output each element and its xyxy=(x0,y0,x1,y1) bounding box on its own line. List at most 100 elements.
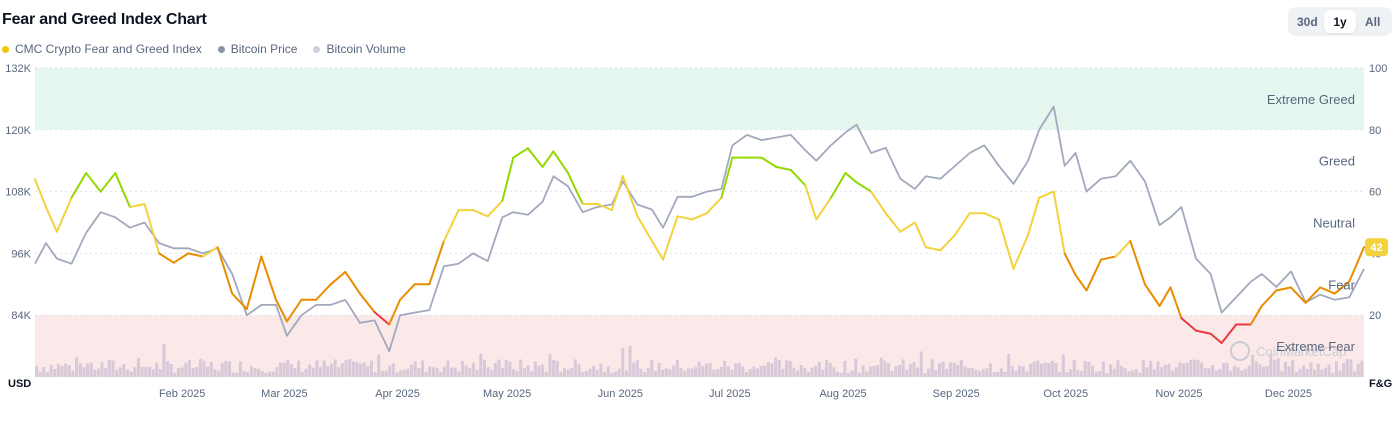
fear-greed-segment[interactable] xyxy=(636,215,654,243)
fear-greed-segment[interactable] xyxy=(567,172,584,205)
fear-greed-segment[interactable] xyxy=(691,212,708,221)
fear-greed-segment[interactable] xyxy=(541,150,555,168)
fear-greed-segment[interactable] xyxy=(231,292,248,311)
fear-greed-segment[interactable] xyxy=(789,168,807,187)
fear-greed-segment[interactable] xyxy=(621,175,639,218)
fear-greed-segment[interactable] xyxy=(442,209,460,243)
fear-greed-segment[interactable] xyxy=(913,221,927,249)
fear-greed-segment[interactable] xyxy=(128,202,146,209)
fear-greed-segment[interactable] xyxy=(829,172,847,199)
fear-greed-segment[interactable] xyxy=(44,206,58,233)
volume-bar xyxy=(570,368,574,377)
fear-greed-segment[interactable] xyxy=(143,202,161,255)
fear-greed-segment[interactable] xyxy=(501,156,515,202)
fear-greed-segment[interactable] xyxy=(1195,329,1212,335)
fear-greed-segment[interactable] xyxy=(486,199,504,218)
fear-greed-segment[interactable] xyxy=(884,212,902,233)
fear-greed-segment[interactable] xyxy=(472,209,489,218)
fear-greed-segment[interactable] xyxy=(1085,258,1103,292)
fear-greed-segment[interactable] xyxy=(1209,332,1223,345)
fear-greed-segment[interactable] xyxy=(1114,240,1132,258)
fear-greed-segment[interactable] xyxy=(274,298,288,323)
fear-greed-segment[interactable] xyxy=(1319,286,1336,295)
volume-bar xyxy=(173,372,177,377)
fear-greed-segment[interactable] xyxy=(720,156,734,199)
fear-greed-segment[interactable] xyxy=(1260,289,1278,307)
fear-greed-segment[interactable] xyxy=(1304,286,1322,304)
fear-greed-segment[interactable] xyxy=(651,240,664,261)
fear-greed-segment[interactable] xyxy=(260,255,277,301)
fear-greed-segment[interactable] xyxy=(1100,255,1117,261)
range-button-1y[interactable]: 1y xyxy=(1323,10,1357,33)
fear-greed-segment[interactable] xyxy=(855,181,873,193)
fear-greed-segment[interactable] xyxy=(512,147,529,159)
fear-greed-segment[interactable] xyxy=(1275,286,1292,292)
fear-greed-segment[interactable] xyxy=(596,202,613,212)
fear-greed-segment[interactable] xyxy=(55,196,73,233)
fear-greed-segment[interactable] xyxy=(526,147,544,168)
fear-greed-segment[interactable] xyxy=(844,172,858,184)
legend-item-bitcoin-price[interactable]: Bitcoin Price xyxy=(217,42,297,56)
fear-greed-segment[interactable] xyxy=(1249,304,1263,326)
volume-bar xyxy=(1163,364,1167,377)
fear-greed-segment[interactable] xyxy=(285,298,303,323)
fear-greed-segment[interactable] xyxy=(997,218,1015,270)
fear-greed-segment[interactable] xyxy=(870,190,887,215)
fear-greed-segment[interactable] xyxy=(1027,196,1041,236)
fear-greed-segment[interactable] xyxy=(705,196,723,215)
fear-greed-segment[interactable] xyxy=(1220,323,1238,345)
fear-greed-segment[interactable] xyxy=(1074,274,1088,292)
fear-greed-segment[interactable] xyxy=(187,252,204,258)
fear-greed-segment[interactable] xyxy=(899,221,916,233)
fear-greed-segment[interactable] xyxy=(610,175,624,212)
fear-greed-segment[interactable] xyxy=(815,196,832,221)
legend-dot-bitcoin-price xyxy=(217,45,225,53)
fear-greed-segment[interactable] xyxy=(1180,317,1198,332)
fear-greed-segment[interactable] xyxy=(344,270,361,295)
fear-greed-segment[interactable] xyxy=(1289,286,1307,304)
fear-greed-segment[interactable] xyxy=(158,252,175,264)
fear-greed-segment[interactable] xyxy=(939,233,957,252)
fear-greed-segment[interactable] xyxy=(760,156,778,168)
fear-greed-segment[interactable] xyxy=(804,184,818,221)
fear-greed-segment[interactable] xyxy=(201,246,219,258)
fear-greed-segment[interactable] xyxy=(399,283,416,301)
fear-greed-segment[interactable] xyxy=(1038,190,1055,199)
range-button-all[interactable]: All xyxy=(1365,14,1381,29)
fear-greed-segment[interactable] xyxy=(676,215,694,221)
fear-greed-segment[interactable] xyxy=(373,311,391,326)
legend-item-bitcoin-volume[interactable]: Bitcoin Volume xyxy=(313,42,406,56)
fear-greed-segment[interactable] xyxy=(1063,252,1077,277)
fear-greed-segment[interactable] xyxy=(172,252,190,264)
fear-greed-segment[interactable] xyxy=(85,172,102,193)
fear-greed-segment[interactable] xyxy=(1348,246,1365,283)
fear-greed-segment[interactable] xyxy=(954,212,971,236)
fear-greed-segment[interactable] xyxy=(1052,190,1066,255)
fear-greed-segment[interactable] xyxy=(99,172,117,193)
fear-greed-segment[interactable] xyxy=(1143,283,1161,307)
range-button-30d[interactable]: 30d xyxy=(1296,14,1318,29)
fear-greed-segment[interactable] xyxy=(70,172,88,199)
fear-greed-segment[interactable] xyxy=(358,292,376,314)
fear-greed-segment[interactable] xyxy=(924,246,942,252)
fear-greed-segment[interactable] xyxy=(388,298,402,326)
legend-item-fear-greed[interactable]: CMC Crypto Fear and Greed Index xyxy=(2,42,202,56)
fear-greed-segment[interactable] xyxy=(552,150,570,175)
fear-greed-segment[interactable] xyxy=(1158,286,1172,307)
fear-greed-segment[interactable] xyxy=(1012,233,1030,270)
fear-greed-segment[interactable] xyxy=(34,178,47,209)
fear-greed-segment[interactable] xyxy=(1169,286,1183,320)
bitcoin-price-line[interactable] xyxy=(34,105,1365,353)
fear-greed-segment[interactable] xyxy=(315,283,332,301)
fear-greed-segment[interactable] xyxy=(983,212,1000,221)
fear-greed-segment[interactable] xyxy=(775,165,792,171)
fear-greed-segment[interactable] xyxy=(245,255,263,311)
fear-greed-segment[interactable] xyxy=(661,215,679,261)
fear-greed-segment[interactable] xyxy=(1129,240,1146,286)
fear-greed-segment[interactable] xyxy=(1333,280,1351,295)
fear-greed-segment[interactable] xyxy=(329,270,347,286)
fear-greed-segment[interactable] xyxy=(428,240,445,286)
fear-greed-segment[interactable] xyxy=(216,246,234,295)
fear-greed-segment[interactable] xyxy=(114,172,131,209)
